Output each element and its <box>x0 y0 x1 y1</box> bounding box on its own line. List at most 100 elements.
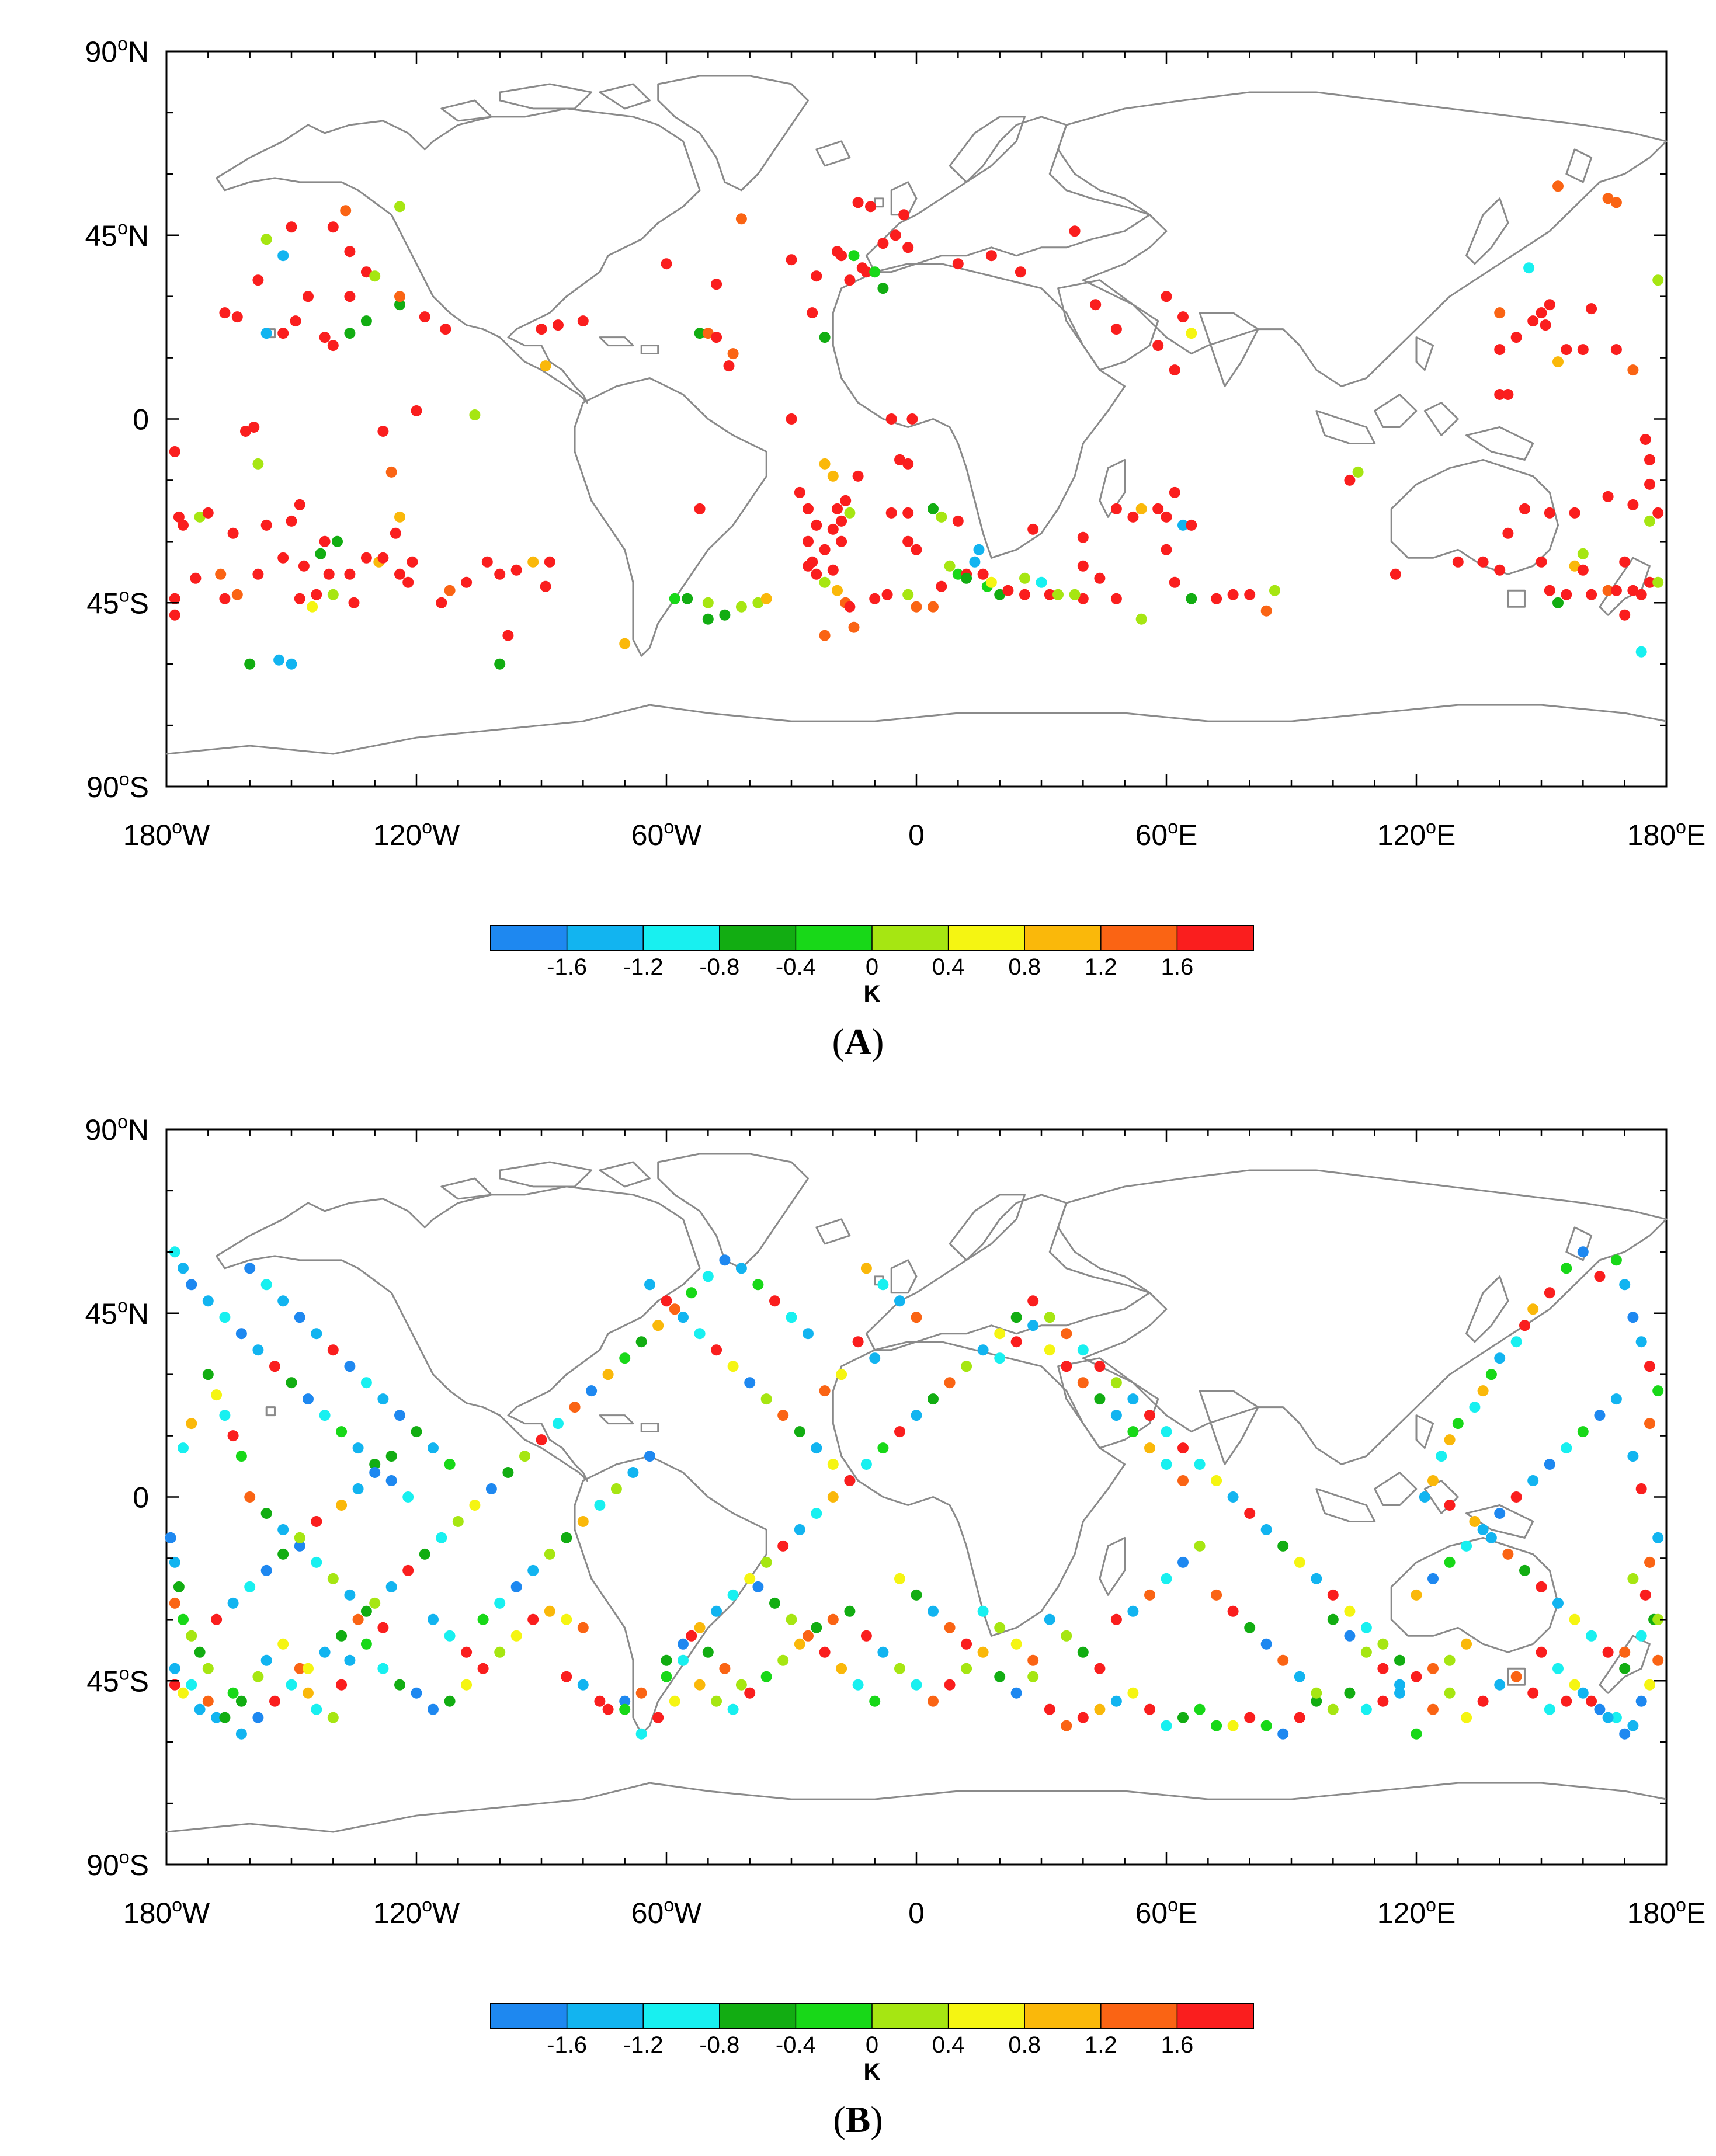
data-point <box>1194 1703 1206 1715</box>
data-point <box>1635 589 1647 600</box>
data-point <box>1244 1622 1256 1633</box>
data-point <box>1536 1581 1547 1592</box>
data-point <box>1452 1418 1464 1430</box>
data-point <box>1569 560 1580 572</box>
data-point <box>1502 389 1514 400</box>
data-point <box>1110 1377 1122 1389</box>
data-point <box>569 1402 581 1413</box>
data-point <box>911 544 922 555</box>
data-point <box>1544 1703 1555 1715</box>
data-point <box>890 229 901 241</box>
data-point <box>619 1352 631 1364</box>
data-point <box>819 630 831 641</box>
data-point <box>1044 1703 1055 1715</box>
colorbar-swatch <box>1177 926 1254 950</box>
data-point <box>544 1605 555 1617</box>
data-point <box>211 1389 223 1401</box>
data-point <box>1510 332 1522 343</box>
data-point <box>1135 613 1147 625</box>
data-point <box>377 552 389 564</box>
data-point <box>1619 1728 1631 1740</box>
data-point <box>977 1605 989 1617</box>
data-point <box>227 1430 239 1442</box>
colorbar-swatch <box>872 926 949 950</box>
data-point <box>186 1279 197 1291</box>
colorbar-swatch <box>948 926 1025 950</box>
data-point <box>711 1605 722 1617</box>
data-point <box>1536 307 1547 319</box>
data-point <box>1127 1393 1139 1405</box>
data-point <box>319 1646 331 1658</box>
data-point <box>494 1597 506 1609</box>
data-point <box>928 503 939 514</box>
data-point <box>294 593 305 604</box>
data-point <box>260 519 272 531</box>
data-point <box>1211 1475 1222 1486</box>
data-point <box>469 1500 481 1511</box>
data-point <box>1644 515 1655 527</box>
data-point <box>336 1500 348 1511</box>
data-point <box>860 1263 872 1274</box>
data-point <box>178 519 189 531</box>
data-point <box>407 556 418 568</box>
data-point <box>760 1393 772 1405</box>
data-point <box>644 1279 655 1291</box>
data-point <box>1177 311 1189 323</box>
data-point <box>169 1246 180 1258</box>
data-point <box>735 213 747 225</box>
data-point <box>869 266 881 278</box>
data-point <box>1186 328 1197 339</box>
data-point <box>1536 1646 1547 1658</box>
data-point <box>811 519 822 531</box>
data-point <box>169 1663 180 1674</box>
data-point <box>352 1483 364 1494</box>
data-point <box>1452 556 1464 568</box>
data-point <box>844 507 856 519</box>
data-point <box>165 1532 176 1543</box>
data-point <box>961 572 972 584</box>
data-point <box>973 544 985 555</box>
data-point <box>1586 1695 1597 1707</box>
data-point <box>894 1573 905 1584</box>
data-point <box>711 1344 722 1356</box>
data-point <box>169 593 180 604</box>
colorbar-swatch <box>1024 926 1102 950</box>
data-point <box>1577 1426 1589 1438</box>
data-point <box>1294 1556 1305 1568</box>
data-point <box>1002 585 1014 596</box>
data-point <box>1494 1508 1506 1519</box>
data-point <box>1244 1508 1256 1519</box>
data-point <box>277 1638 289 1650</box>
data-point <box>1477 1385 1489 1397</box>
data-point <box>327 1344 339 1356</box>
x-tick-label: 180oW <box>123 1894 210 1929</box>
data-point <box>536 1434 547 1446</box>
data-point <box>352 1613 364 1625</box>
data-point <box>577 1622 589 1633</box>
data-point <box>711 279 722 290</box>
data-point <box>244 1581 256 1592</box>
colorbar-label: -0.4 <box>776 2032 816 2058</box>
colorbar: -1.6 -1.2 -0.8 -0.4 0 0.4 0.8 1.2 1.6 K <box>490 925 1254 1007</box>
data-point <box>1161 291 1172 302</box>
data-point <box>1652 507 1664 519</box>
x-tick-label: 60oE <box>1135 816 1198 851</box>
data-point <box>619 1703 631 1715</box>
data-point <box>577 1516 589 1527</box>
data-point <box>1186 519 1197 531</box>
coastline-shapes <box>166 1154 1666 1832</box>
data-point <box>1627 1573 1639 1584</box>
data-point <box>1227 1720 1239 1731</box>
data-point <box>760 1556 772 1568</box>
data-point <box>852 197 864 208</box>
data-point <box>1094 1361 1106 1372</box>
y-tick-label: 45oN <box>85 1295 149 1330</box>
data-point <box>1077 1646 1089 1658</box>
data-point <box>694 503 706 514</box>
data-point <box>1044 1613 1055 1625</box>
data-point <box>178 1263 189 1274</box>
data-point <box>1186 593 1197 604</box>
data-point <box>1652 1654 1664 1666</box>
colorbar-swatch <box>948 2004 1025 2028</box>
data-point <box>832 503 843 514</box>
